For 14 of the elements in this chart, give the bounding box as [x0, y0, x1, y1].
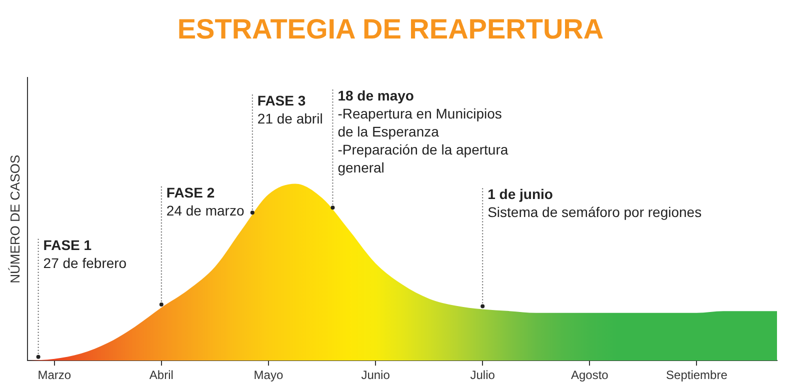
x-tick-label: Julio — [470, 368, 496, 382]
annotation: FASE 1 27 de febrero — [43, 236, 127, 271]
x-tick-label: Mayo — [254, 368, 284, 382]
x-tick-label: Abril — [149, 368, 174, 382]
x-tick-label: Junio — [361, 368, 390, 382]
chart-title: ESTRATEGIA DE REAPERTURA — [177, 14, 604, 45]
annotation: FASE 2 24 de marzo — [166, 184, 244, 218]
y-axis-title: NÚMERO DE CASOS — [7, 154, 22, 284]
x-tick-label: Agosto — [570, 368, 609, 382]
text: FASE 3 21 de abril — [257, 92, 323, 126]
text: 18 de mayo -Reapertura en Municipios de la Esperanza -Preparación de la apertura general — [338, 87, 508, 176]
x-tick-label: Marzo — [38, 368, 72, 382]
x-tick-label: Septiembre — [666, 368, 728, 382]
annotation: 1 de junio Sistema de semáforo por regiones — [488, 186, 702, 220]
